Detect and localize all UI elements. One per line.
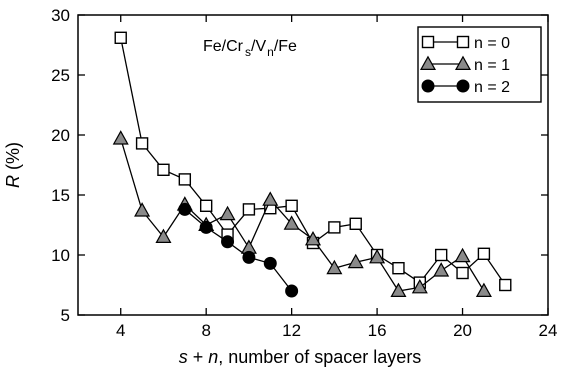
y-axis: 5 10 15 20 25 30 [51,6,548,325]
data-point [433,262,450,277]
legend-marker [421,35,435,49]
data-point [242,203,256,216]
plot-area [77,14,549,316]
data-point [454,247,471,263]
data-point [262,191,279,206]
x-tick-label: 8 [201,321,210,340]
legend-marker [456,35,470,49]
x-tick-label: 16 [368,321,387,340]
legend-entry: n = 1 [419,55,510,74]
data-point [369,248,386,264]
legend-label: n = 2 [474,79,510,96]
y-tick-label: 25 [51,66,70,85]
data-point [199,199,213,213]
data-point [219,205,236,221]
data-point [135,137,149,150]
data-point [114,31,127,44]
x-tick-label: 12 [282,321,301,340]
data-point [155,228,172,243]
legend-label: n = 0 [474,35,510,52]
data-point [112,130,129,145]
legend-entry: n = 0 [421,35,510,52]
x-tick-label: 20 [453,321,472,340]
x-axis-title: s + n, number of spacer layers [179,347,422,367]
y-tick-label: 20 [51,126,70,145]
series-1 [112,130,492,297]
data-point [283,215,300,230]
data-point [326,259,343,275]
legend-label: n = 1 [474,57,510,74]
legend-marker [456,79,470,93]
data-point [392,262,405,275]
legend-marker [421,79,435,93]
data-point [263,256,277,270]
data-point [499,278,512,292]
data-point [285,199,298,213]
data-point [456,266,469,280]
data-point [285,284,299,298]
y-tick-label: 10 [51,246,70,265]
series-layer [112,31,512,298]
x-tick-label: 24 [539,321,558,340]
data-point [434,248,448,262]
data-point [477,247,491,261]
series-line [120,138,485,292]
data-point [221,235,235,249]
legend-entry: n = 2 [421,79,510,96]
x-axis: 4 8 12 16 20 24 [116,15,557,340]
x-tick-label: 4 [116,321,125,340]
data-point [178,202,192,216]
y-axis-title: R (%) [3,142,23,188]
legend-marker [419,55,437,71]
data-point [411,278,428,294]
data-point [347,253,364,269]
data-point [134,202,151,217]
series-2 [178,202,299,298]
data-point [157,163,170,177]
legend: n = 0 n = 1 n = 2 [417,26,542,103]
data-point [199,220,213,234]
data-point [390,282,407,297]
y-tick-label: 5 [61,306,70,325]
y-tick-label: 15 [51,186,70,205]
data-point [304,230,322,246]
legend-marker [454,55,472,71]
y-tick-label: 30 [51,6,70,25]
data-point [349,217,362,231]
data-point [475,282,492,297]
plot-frame [77,14,549,316]
data-point [242,250,256,264]
data-point [328,221,341,234]
chart-annotation: Fe/Cr s/Vn/Fe [203,38,297,59]
data-point [178,173,192,186]
